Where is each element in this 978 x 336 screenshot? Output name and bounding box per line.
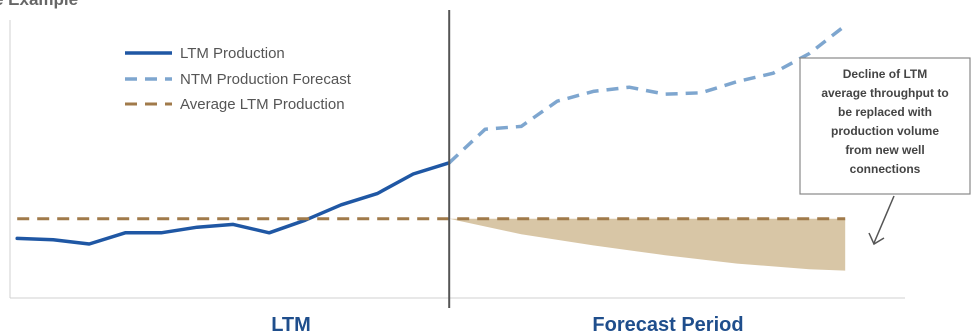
callout-line-5: from new well xyxy=(845,143,924,157)
series-line-ntm-forecast xyxy=(448,24,847,165)
callout-box: Decline of LTM average throughput to be … xyxy=(799,57,971,195)
callout-line-2: average throughput to xyxy=(821,86,948,100)
callout-arrow xyxy=(868,195,895,246)
decline-shaded-area xyxy=(449,218,846,271)
series-line-ltm-production xyxy=(15,161,451,246)
period-label-forecast: Forecast Period xyxy=(592,314,743,336)
callout-line-4: production volume xyxy=(831,124,939,138)
period-label-ltm: LTM xyxy=(271,314,311,336)
callout-border xyxy=(799,57,971,195)
legend: LTM Production NTM Production Forecast A… xyxy=(125,45,352,113)
callout-arrow-head xyxy=(868,232,885,246)
callout-line-6: connections xyxy=(850,162,921,176)
callout-line-1: Decline of LTM xyxy=(843,67,927,81)
legend-label-average-ltm: Average LTM Production xyxy=(180,96,345,113)
callout-arrow-line xyxy=(873,195,895,244)
legend-label-ltm-production: LTM Production xyxy=(180,45,285,62)
chart-title: e Example xyxy=(0,0,78,9)
legend-label-ntm-forecast: NTM Production Forecast xyxy=(180,71,352,88)
callout-line-3: be replaced with xyxy=(838,105,932,119)
